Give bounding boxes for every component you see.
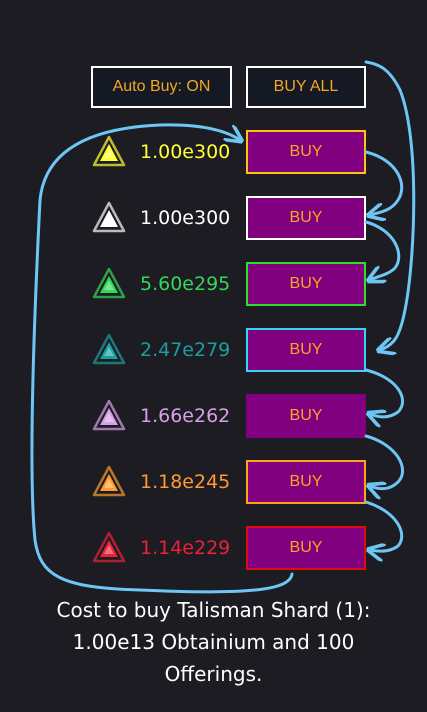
talisman-amount: 2.47e279 bbox=[140, 339, 231, 361]
talisman-amount: 1.14e229 bbox=[140, 537, 231, 559]
cost-line-3: Offerings. bbox=[164, 662, 263, 686]
red-triangle-icon bbox=[91, 530, 127, 566]
talisman-row: 2.47e279 BUY bbox=[0, 328, 427, 372]
buy-button[interactable]: BUY bbox=[246, 196, 366, 240]
buy-button[interactable]: BUY bbox=[246, 526, 366, 570]
talisman-row: 1.66e262 BUY bbox=[0, 394, 427, 438]
cost-line-1: Cost to buy Talisman Shard (1): bbox=[56, 598, 371, 622]
talisman-shard-cost-text: Cost to buy Talisman Shard (1): 1.00e13 … bbox=[0, 594, 427, 690]
talisman-amount: 1.00e300 bbox=[140, 207, 231, 229]
buy-button[interactable]: BUY bbox=[246, 460, 366, 504]
buy-all-button[interactable]: BUY ALL bbox=[246, 66, 366, 108]
talisman-amount: 5.60e295 bbox=[140, 273, 231, 295]
green-triangle-icon bbox=[91, 266, 127, 302]
buy-button[interactable]: BUY bbox=[246, 262, 366, 306]
buy-button[interactable]: BUY bbox=[246, 394, 366, 438]
talisman-amount: 1.66e262 bbox=[140, 405, 231, 427]
cost-line-2: 1.00e13 Obtainium and 100 bbox=[72, 630, 355, 654]
talisman-row: 1.00e300 BUY bbox=[0, 196, 427, 240]
buy-button[interactable]: BUY bbox=[246, 130, 366, 174]
talisman-row: 1.14e229 BUY bbox=[0, 526, 427, 570]
purple-triangle-icon bbox=[91, 398, 127, 434]
blue-triangle-icon bbox=[91, 332, 127, 368]
auto-buy-toggle-button[interactable]: Auto Buy: ON bbox=[91, 66, 232, 108]
talisman-row: 1.00e300 BUY bbox=[0, 130, 427, 174]
orange-triangle-icon bbox=[91, 464, 127, 500]
talisman-amount: 1.00e300 bbox=[140, 141, 231, 163]
talisman-amount: 1.18e245 bbox=[140, 471, 231, 493]
white-triangle-icon bbox=[91, 200, 127, 236]
gold-triangle-icon bbox=[91, 134, 127, 170]
talisman-row: 5.60e295 BUY bbox=[0, 262, 427, 306]
buy-button[interactable]: BUY bbox=[246, 328, 366, 372]
talisman-row: 1.18e245 BUY bbox=[0, 460, 427, 504]
